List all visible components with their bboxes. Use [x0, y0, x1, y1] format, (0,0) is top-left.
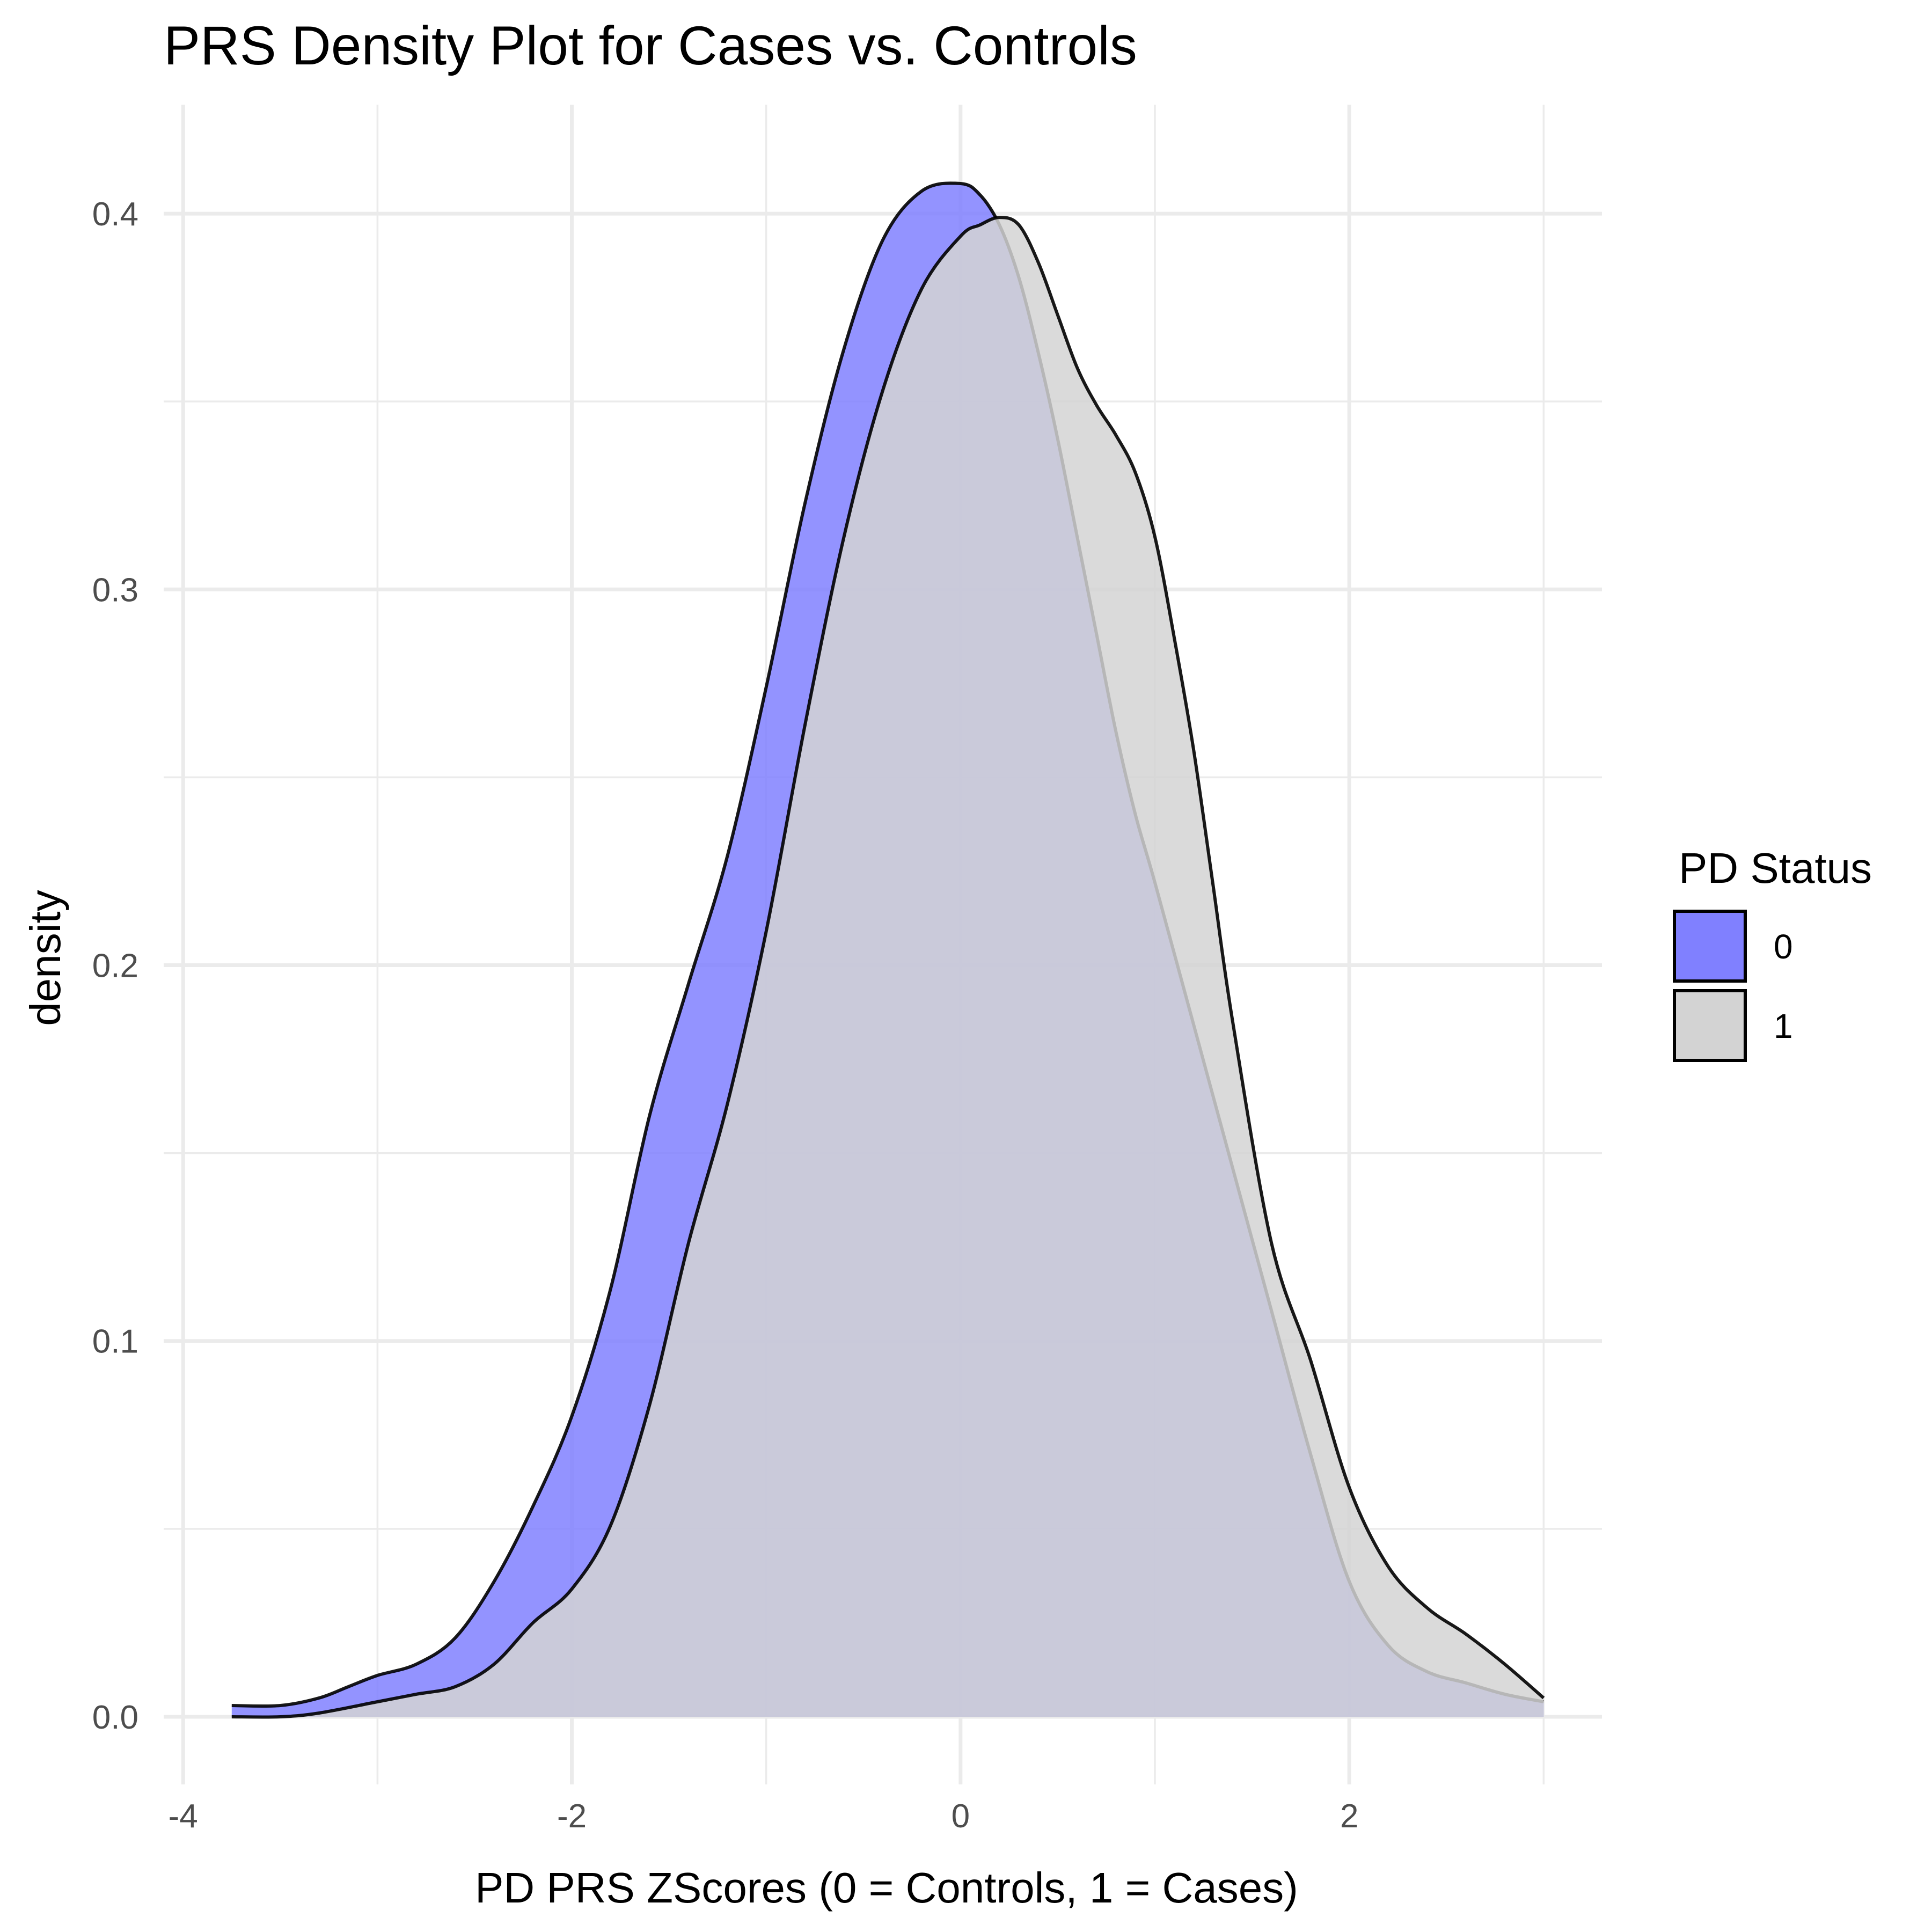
y-tick-label: 0.2 — [92, 948, 138, 985]
x-tick-label: -2 — [557, 1798, 587, 1835]
legend-label-0: 0 — [1774, 927, 1793, 966]
density-areas — [231, 181, 1545, 1719]
density-area-1 — [231, 217, 1544, 1717]
y-axis-ticks: 0.0 0.1 0.2 0.3 0.4 — [92, 196, 138, 1736]
x-tick-label: 0 — [952, 1798, 970, 1835]
chart-title: PRS Density Plot for Cases vs. Controls — [164, 15, 1137, 76]
x-tick-label: 2 — [1340, 1798, 1358, 1835]
legend-key-0 — [1673, 910, 1747, 983]
x-axis-ticks: -4 -2 0 2 — [169, 1798, 1359, 1835]
legend: PD Status 01 — [1673, 844, 1872, 1062]
legend-label-1: 1 — [1774, 1007, 1793, 1045]
legend-items: 01 — [1673, 910, 1793, 1062]
density-line-1 — [231, 216, 1545, 1719]
y-tick-label: 0.1 — [92, 1323, 138, 1360]
legend-title: PD Status — [1679, 844, 1872, 892]
y-tick-label: 0.3 — [92, 572, 138, 609]
y-axis-title: density — [21, 890, 69, 1026]
x-tick-label: -4 — [169, 1798, 198, 1835]
y-tick-label: 0.4 — [92, 196, 138, 233]
x-axis-title: PD PRS ZScores (0 = Controls, 1 = Cases) — [475, 1864, 1298, 1912]
y-tick-label: 0.0 — [92, 1699, 138, 1736]
legend-key-1 — [1673, 989, 1747, 1062]
